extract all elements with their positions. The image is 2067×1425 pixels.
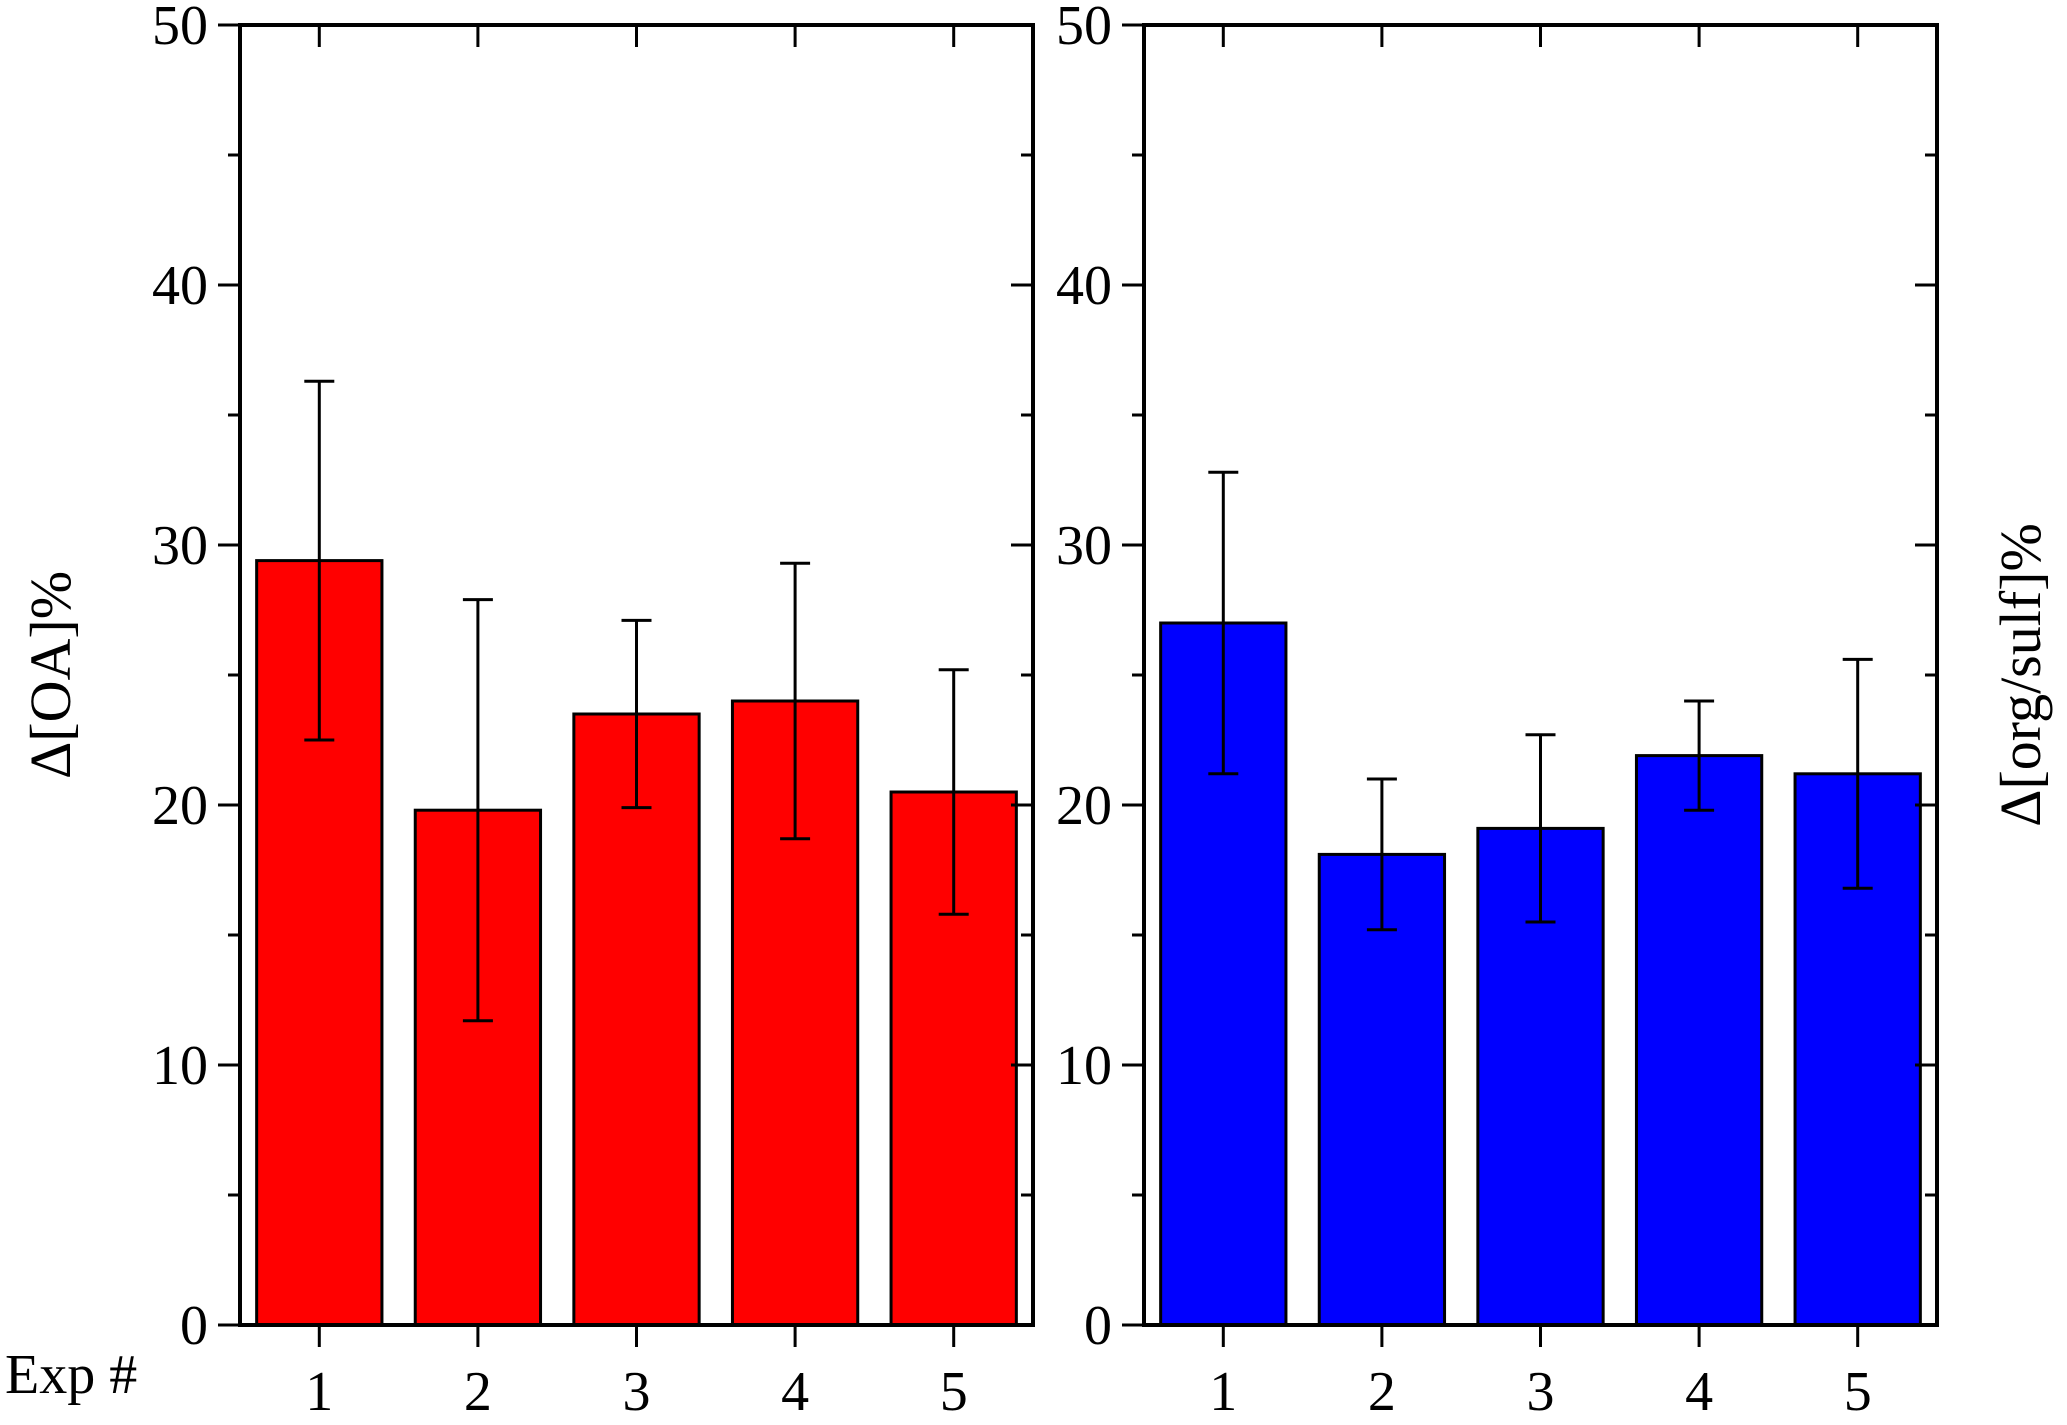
x-tick-label-3: 3 bbox=[1527, 1361, 1555, 1420]
y-tick-label: 50 bbox=[1056, 0, 1112, 57]
y-tick-label: 0 bbox=[1084, 1295, 1112, 1357]
x-tick-label-3: 3 bbox=[623, 1361, 651, 1420]
bar-4 bbox=[1634, 754, 1764, 1327]
y-tick-label: 10 bbox=[1056, 1035, 1112, 1097]
x-tick-label-1: 1 bbox=[305, 1361, 333, 1420]
left-panel-oa: 0 10 20 30 40 50 1 2 3 4 5 Δ[OA]% Exp # bbox=[5, 0, 1035, 1423]
y-tick-label: 30 bbox=[152, 515, 208, 577]
x-tick-label-1: 1 bbox=[1209, 1361, 1237, 1420]
y-tick-label: 30 bbox=[1056, 515, 1112, 577]
y-tick-label: 20 bbox=[1056, 775, 1112, 837]
x-tick-label-5: 5 bbox=[940, 1361, 968, 1420]
y-tick-label: 20 bbox=[152, 775, 208, 837]
bar-2 bbox=[1317, 852, 1447, 1327]
y-tick-label: 40 bbox=[152, 255, 208, 317]
x-tick-label-4: 4 bbox=[781, 1361, 809, 1420]
x-tick-label-2: 2 bbox=[464, 1361, 492, 1420]
right-panel-org-sulf: 0 10 20 30 40 50 1 2 3 4 5 Δ[org/sulf]% bbox=[1056, 0, 2053, 1423]
x-tick-label-5: 5 bbox=[1844, 1361, 1872, 1420]
y-axis-title-org-sulf: Δ[org/sulf]% bbox=[1988, 523, 2053, 827]
x-axis-title-exp: Exp # bbox=[5, 1344, 137, 1406]
y-tick-label: 0 bbox=[180, 1295, 208, 1357]
x-tick-label-2: 2 bbox=[1368, 1361, 1396, 1420]
y-tick-label: 10 bbox=[152, 1035, 208, 1097]
y-tick-label: 40 bbox=[1056, 255, 1112, 317]
x-tick-label-4: 4 bbox=[1685, 1361, 1713, 1420]
y-tick-label: 50 bbox=[152, 0, 208, 57]
y-axis-title-oa: Δ[OA]% bbox=[18, 571, 83, 779]
